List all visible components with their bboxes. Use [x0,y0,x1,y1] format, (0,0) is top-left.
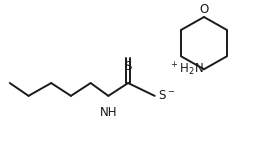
Text: $^+$H$_2$N: $^+$H$_2$N [169,61,204,78]
Text: S$^-$: S$^-$ [158,89,175,102]
Text: O: O [199,3,209,16]
Text: S: S [124,60,132,73]
Text: NH: NH [100,106,117,119]
